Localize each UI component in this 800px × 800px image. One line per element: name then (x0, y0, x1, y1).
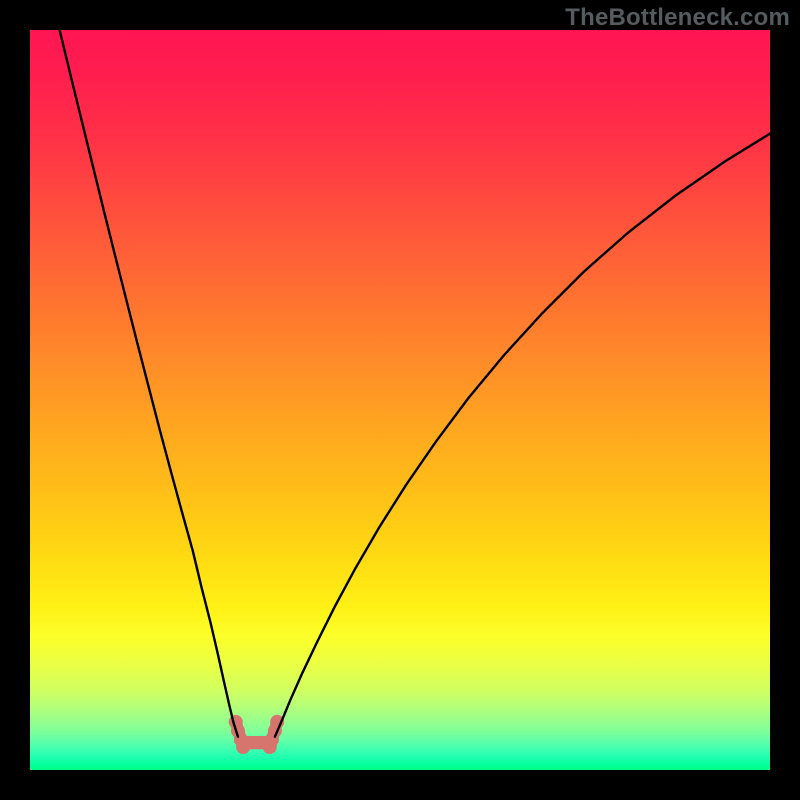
plot-svg (30, 30, 770, 770)
plot-frame (30, 30, 770, 770)
curve-right-branch (275, 134, 770, 737)
curve-left-branch (60, 30, 238, 737)
plot-area (30, 30, 770, 770)
watermark-text: TheBottleneck.com (565, 4, 790, 32)
valley-marker-dot (236, 740, 250, 754)
chart-stage: TheBottleneck.com (0, 0, 800, 800)
